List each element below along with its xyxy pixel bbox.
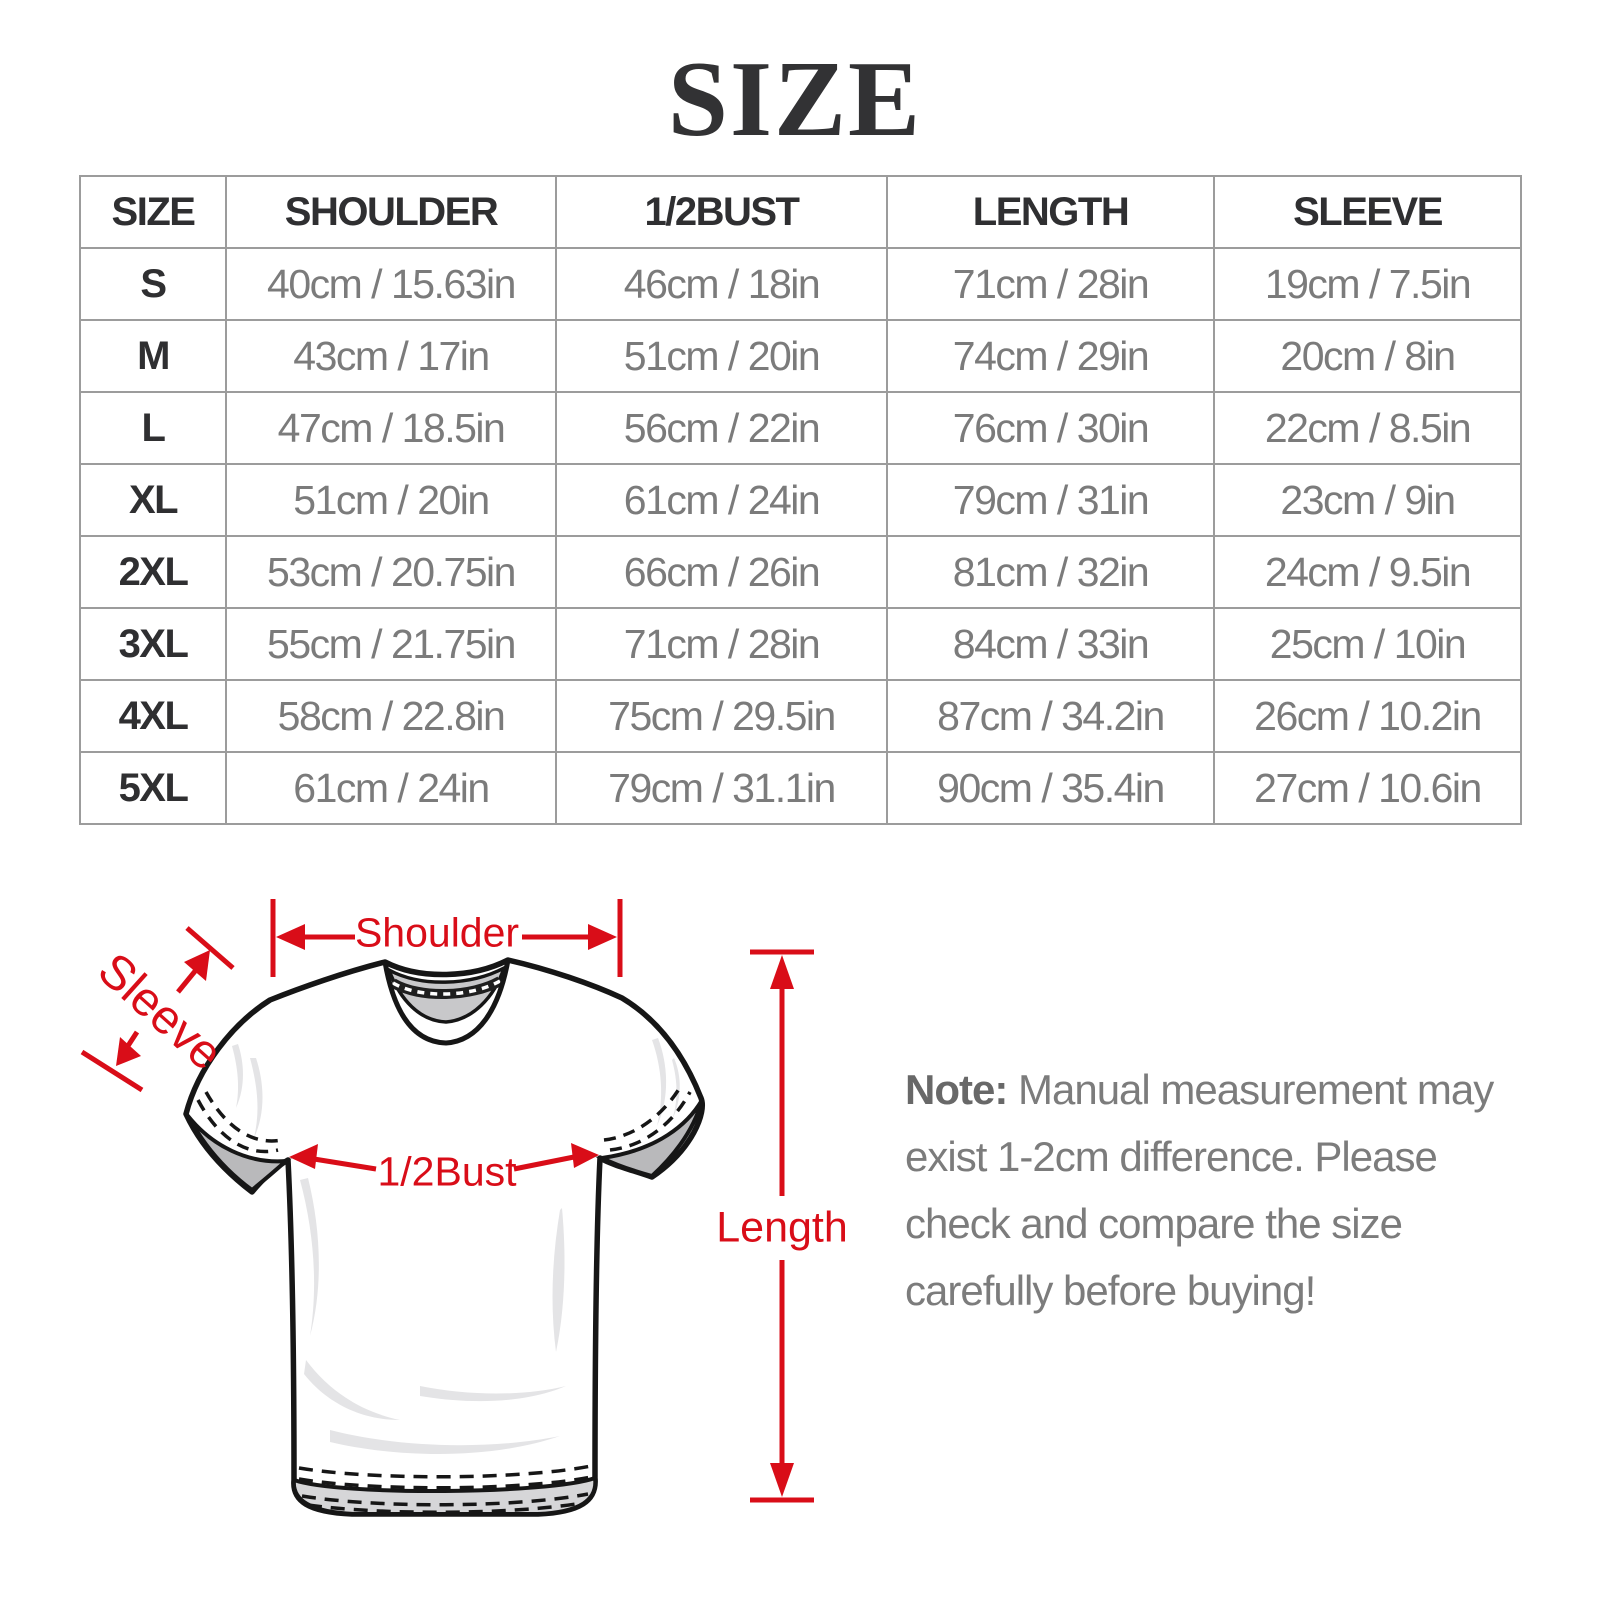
size-label: M <box>79 319 227 393</box>
cell-bust: 71cm / 28in <box>555 607 888 681</box>
dimension-lines <box>80 899 814 1503</box>
cell-sleeve: 25cm / 10in <box>1213 607 1522 681</box>
size-label: 2XL <box>79 535 227 609</box>
cell-length: 76cm / 30in <box>886 391 1215 465</box>
size-label: 5XL <box>79 751 227 825</box>
cell-bust: 56cm / 22in <box>555 391 888 465</box>
tshirt-diagram <box>80 899 814 1517</box>
cell-sleeve: 19cm / 7.5in <box>1213 247 1522 321</box>
cell-shoulder: 53cm / 20.75in <box>225 535 557 609</box>
cell-sleeve: 20cm / 8in <box>1213 319 1522 393</box>
cell-length: 90cm / 35.4in <box>886 751 1215 825</box>
note-label: Note: <box>905 1066 1008 1113</box>
cell-bust: 79cm / 31.1in <box>555 751 888 825</box>
length-dimension-label: Length <box>716 1203 848 1252</box>
page-title: SIZE <box>667 40 923 159</box>
cell-bust: 51cm / 20in <box>555 319 888 393</box>
cell-length: 84cm / 33in <box>886 607 1215 681</box>
bust-dimension-label: 1/2Bust <box>377 1148 517 1195</box>
table-header-row: SIZE SHOULDER 1/2BUST LENGTH SLEEVE <box>79 175 1522 249</box>
cell-shoulder: 40cm / 15.63in <box>225 247 557 321</box>
cell-length: 87cm / 34.2in <box>886 679 1215 753</box>
table-row: 4XL 58cm / 22.8in 75cm / 29.5in 87cm / 3… <box>79 679 1522 753</box>
sleeve-dimension <box>80 926 235 1093</box>
fold-shading <box>232 1038 680 1455</box>
cell-shoulder: 43cm / 17in <box>225 319 557 393</box>
cell-shoulder: 51cm / 20in <box>225 463 557 537</box>
size-label: XL <box>79 463 227 537</box>
hem <box>291 1464 598 1516</box>
left-cuff <box>186 1091 292 1193</box>
cell-sleeve: 27cm / 10.6in <box>1213 751 1522 825</box>
table-row: L 47cm / 18.5in 56cm / 22in 76cm / 30in … <box>79 391 1522 465</box>
cell-length: 74cm / 29in <box>886 319 1215 393</box>
note-line: Note: Manual measurement may <box>905 1056 1565 1123</box>
cell-shoulder: 55cm / 21.75in <box>225 607 557 681</box>
collar-stitch-chain <box>392 979 501 996</box>
column-header-length: LENGTH <box>886 175 1215 249</box>
table-row: S 40cm / 15.63in 46cm / 18in 71cm / 28in… <box>79 247 1522 321</box>
column-header-shoulder: SHOULDER <box>225 175 557 249</box>
cell-bust: 66cm / 26in <box>555 535 888 609</box>
size-label: 3XL <box>79 607 227 681</box>
collar <box>382 959 511 1046</box>
table-row: M 43cm / 17in 51cm / 20in 74cm / 29in 20… <box>79 319 1522 393</box>
cell-sleeve: 26cm / 10.2in <box>1213 679 1522 753</box>
table-row: 5XL 61cm / 24in 79cm / 31.1in 90cm / 35.… <box>79 751 1522 825</box>
cell-sleeve: 22cm / 8.5in <box>1213 391 1522 465</box>
size-label: 4XL <box>79 679 227 753</box>
cell-bust: 61cm / 24in <box>555 463 888 537</box>
column-header-sleeve: SLEEVE <box>1213 175 1522 249</box>
cell-bust: 75cm / 29.5in <box>555 679 888 753</box>
cell-length: 71cm / 28in <box>886 247 1215 321</box>
size-label: S <box>79 247 227 321</box>
table-row: XL 51cm / 20in 61cm / 24in 79cm / 31in 2… <box>79 463 1522 537</box>
column-header-size: SIZE <box>79 175 227 249</box>
right-cuff <box>595 1083 704 1179</box>
cell-bust: 46cm / 18in <box>555 247 888 321</box>
cell-length: 81cm / 32in <box>886 535 1215 609</box>
bust-dimension <box>289 1143 599 1172</box>
column-header-bust: 1/2BUST <box>555 175 888 249</box>
note-text: Manual measurement may <box>1007 1066 1494 1113</box>
cell-length: 79cm / 31in <box>886 463 1215 537</box>
collar-front-edge <box>382 959 511 1046</box>
cell-shoulder: 47cm / 18.5in <box>225 391 557 465</box>
table-row: 3XL 55cm / 21.75in 71cm / 28in 84cm / 33… <box>79 607 1522 681</box>
table-row: 2XL 53cm / 20.75in 66cm / 26in 81cm / 32… <box>79 535 1522 609</box>
size-label: L <box>79 391 227 465</box>
length-dimension <box>750 949 814 1503</box>
note-line: carefully before buying! <box>905 1267 1316 1314</box>
cell-shoulder: 58cm / 22.8in <box>225 679 557 753</box>
size-table: SIZE SHOULDER 1/2BUST LENGTH SLEEVE S 40… <box>79 175 1522 825</box>
measurement-note: Note: Manual measurement may exist 1-2cm… <box>905 1056 1565 1324</box>
cell-sleeve: 24cm / 9.5in <box>1213 535 1522 609</box>
note-line: exist 1-2cm difference. Please <box>905 1133 1438 1180</box>
note-line: check and compare the size <box>905 1200 1403 1247</box>
shoulder-dimension-label: Shoulder <box>354 909 520 956</box>
cell-sleeve: 23cm / 9in <box>1213 463 1522 537</box>
shoulder-dimension <box>270 899 623 977</box>
cell-shoulder: 61cm / 24in <box>225 751 557 825</box>
